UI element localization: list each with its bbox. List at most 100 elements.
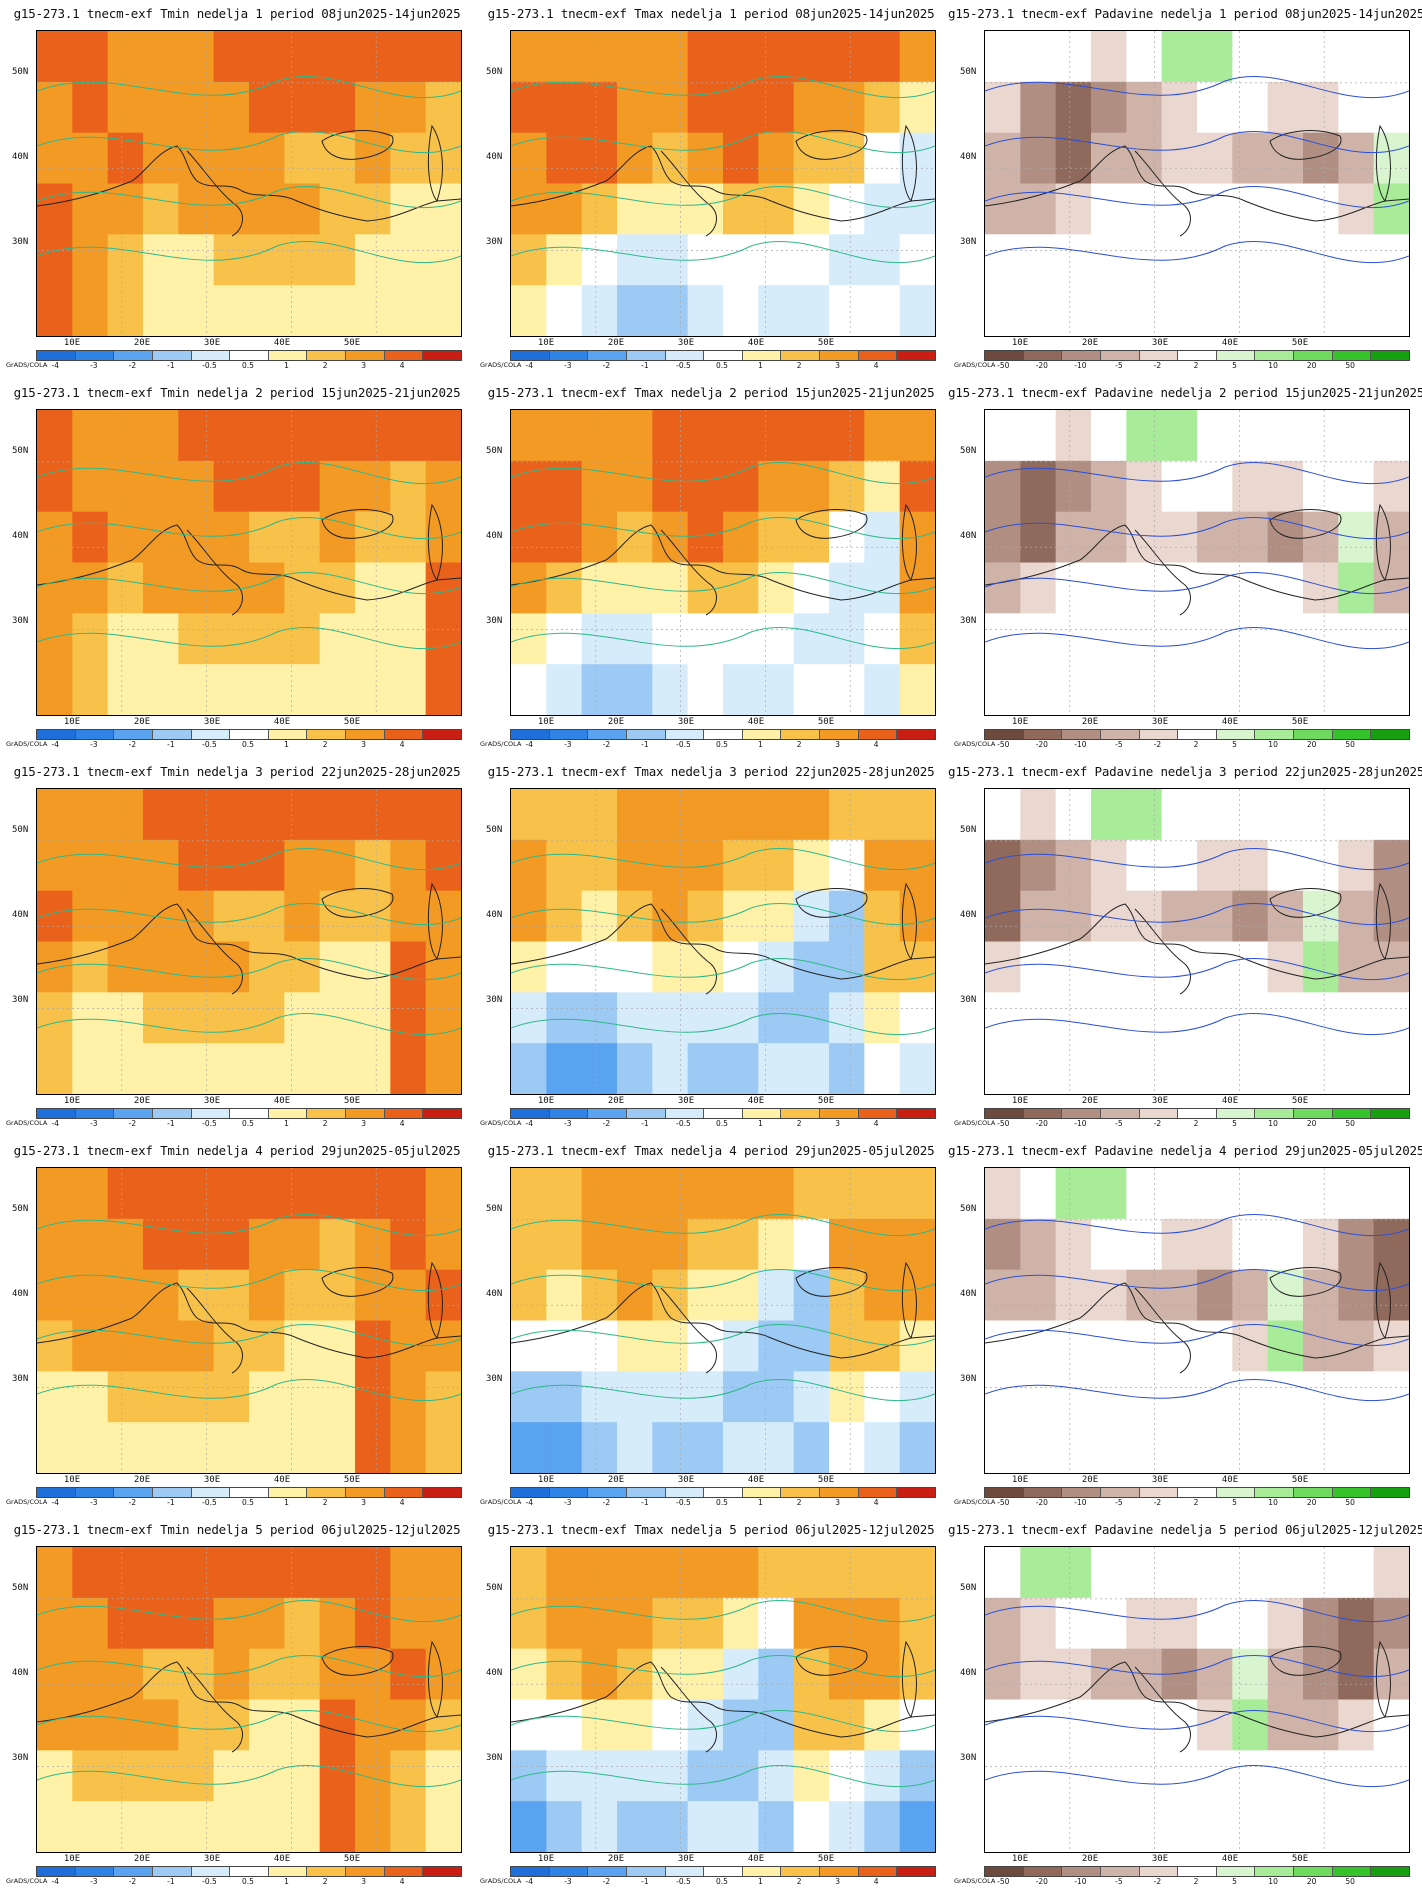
field-cell [1303,410,1339,462]
field-cell [284,890,321,942]
coastline [1134,1287,1191,1374]
field-cell [758,839,795,892]
field-cell [864,1547,901,1599]
field-cell [829,1320,865,1372]
field-cell [687,183,724,235]
caspian-outline [1375,503,1391,582]
field-cell [899,410,935,462]
field-cell [511,992,547,1044]
field-cell [829,1422,865,1473]
field-cell [390,410,427,462]
colorbar-swatch [152,1488,192,1497]
lon-label: 30E [677,1854,695,1864]
map-panel-tmin-week-1: g15-273.1 tnecm-exf Tmin nedelja 1 perio… [0,0,474,379]
colorbar [36,1487,462,1498]
contour-line [37,1269,461,1292]
field-cell [319,839,356,892]
field-cell [511,789,547,841]
field-cell [284,941,321,993]
colorbar-swatch [1332,1488,1372,1497]
field-cell [1338,992,1375,1044]
colorbar [36,1866,462,1877]
field-cell [899,285,935,336]
colorbar-tick: -1 [641,740,649,749]
contour-line [985,462,1409,485]
field-cell [425,562,461,614]
field-cell [1055,460,1092,513]
map-svg [37,1168,461,1473]
field-cell [864,890,901,942]
field-cell [1232,1422,1269,1473]
field-cell [723,1371,759,1423]
field-cell [829,81,865,134]
field-cell [723,664,759,715]
field-cell [581,992,618,1044]
field-cell [1338,1320,1375,1372]
field-cell [511,664,547,715]
field-cell [107,1168,144,1220]
colorbar-tick: 4 [873,1877,879,1886]
field-cell [1197,613,1233,665]
field-cell [581,613,618,665]
colorbar-swatch [820,1109,859,1118]
field-cell [617,1597,653,1650]
field-cell [1373,941,1409,993]
field-cell [617,941,653,993]
field-cell [581,1801,618,1852]
map-panel-tmin-week-3: g15-273.1 tnecm-exf Tmin nedelja 3 perio… [0,758,474,1137]
field-cell [319,1218,356,1271]
colorbar [510,729,936,740]
lat-label: 30N [960,616,977,626]
field-cell [1232,410,1269,462]
field-cell [1232,890,1269,942]
field-cell [1020,460,1057,513]
field-cell [758,941,795,993]
field-cell [390,1648,427,1700]
colorbar-swatch [191,1488,231,1497]
panel-title: g15-273.1 tnecm-exf Tmin nedelja 3 perio… [13,764,461,779]
colorbar-swatch [626,1488,666,1497]
grads-label: GrADS/COLA [954,740,996,748]
field-cell [178,1371,215,1423]
field-cell [1055,1699,1092,1751]
field-cell [390,81,427,134]
lat-label: 30N [960,1374,977,1384]
lon-label: 30E [677,338,695,348]
field-cell [355,1547,391,1599]
colorbar-swatch [704,351,743,360]
lon-label: 40E [273,1475,291,1485]
field-cell [1303,1422,1339,1473]
colorbar-swatch [511,1867,550,1876]
colorbar-tick: -2 [602,1498,611,1507]
map-svg [37,31,461,336]
field-cell [107,1699,144,1751]
colorbar-swatch [423,730,462,739]
field-cell [1055,1320,1092,1372]
field-cell [249,1750,285,1802]
lat-label: 50N [486,825,503,835]
field-cell [617,410,653,462]
grads-label: GrADS/COLA [480,1877,522,1885]
field-cell [319,1269,356,1321]
colorbar-swatch [1139,1488,1179,1497]
field-cell [390,132,427,184]
field-cell [1055,1371,1092,1423]
panel-title: g15-273.1 tnecm-exf Tmax nedelja 1 perio… [487,6,935,21]
black-sea-outline [1269,1646,1342,1676]
field-cell [1055,1597,1092,1650]
field-cell [1197,1597,1233,1650]
colorbar-tick: -5 [1115,740,1123,749]
field-cell [107,562,144,614]
field-cell [723,183,759,235]
field-cell [793,1422,830,1473]
field-cell [284,132,321,184]
field-cell [319,1043,356,1094]
field-cell [793,1699,830,1751]
field-cell [1303,31,1339,83]
field-cell [617,132,653,184]
colorbar-swatch [384,351,424,360]
colorbar-swatch [1062,1488,1101,1497]
field-cell [899,31,935,83]
colorbar-tick: 3 [361,1498,367,1507]
colorbar-tick: 1 [758,1498,763,1507]
